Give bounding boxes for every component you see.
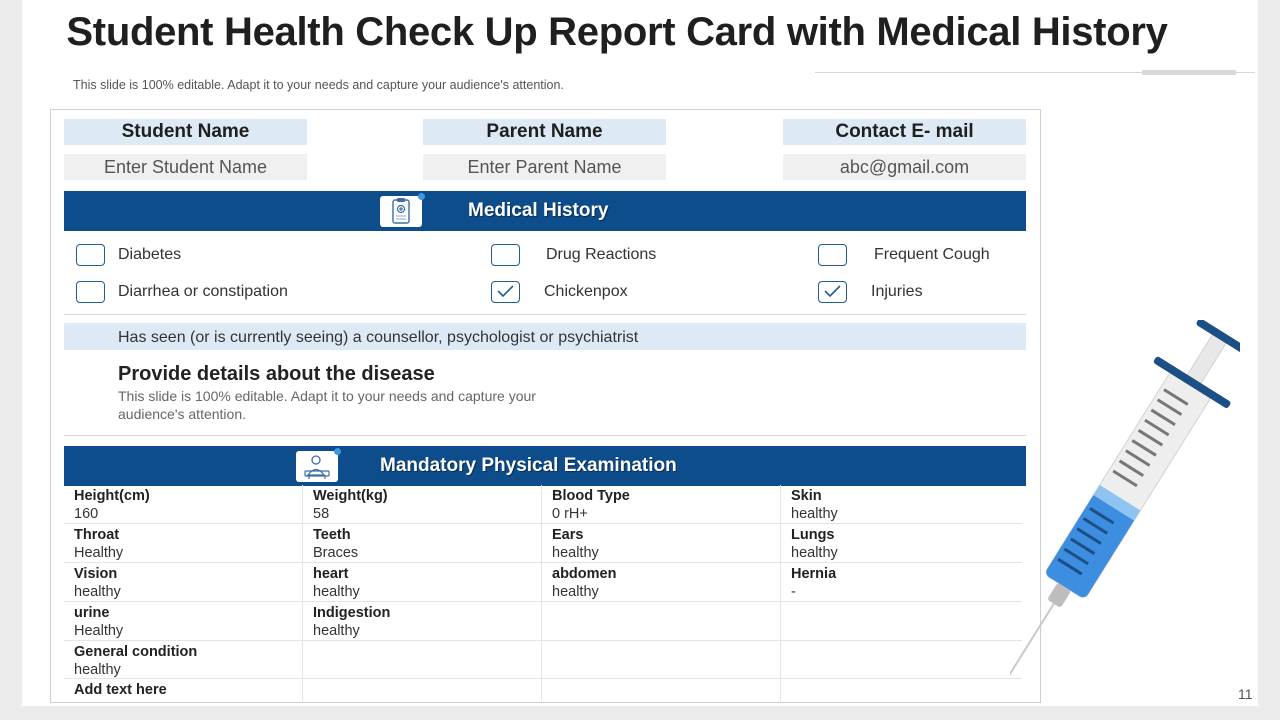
details-title: Provide details about the disease <box>118 363 435 385</box>
parent-name-field[interactable]: Enter Parent Name <box>423 154 666 180</box>
exam-cell[interactable]: Weight(kg) 58 <box>303 485 542 523</box>
physical-exam-title: Mandatory Physical Examination <box>380 455 677 476</box>
exam-cell[interactable]: Height(cm) 160 <box>64 485 303 523</box>
drug-reactions-label: Drug Reactions <box>546 246 657 263</box>
student-name-label: Student Name <box>64 119 307 145</box>
page-subtitle: This slide is 100% editable. Adapt it to… <box>73 78 564 92</box>
medical-history-title: Medical History <box>468 200 609 221</box>
divider-accent <box>1142 70 1236 75</box>
exam-cell[interactable] <box>542 602 781 640</box>
chickenpox-label: Chickenpox <box>544 283 628 300</box>
divider <box>64 314 1026 315</box>
exam-cell[interactable]: Skin healthy <box>791 488 838 522</box>
divider <box>815 72 1255 73</box>
exam-cell[interactable]: Blood Type 0 rH+ <box>542 485 781 523</box>
exam-cell[interactable]: Teeth Braces <box>303 524 542 562</box>
checkmark-icon <box>824 285 841 298</box>
medical-history-header: Medical History <box>64 191 1026 231</box>
exam-cell[interactable]: abdomen healthy <box>542 563 781 601</box>
table-row: General condition healthy <box>64 641 1022 679</box>
exam-cell[interactable] <box>781 602 1020 640</box>
exam-cell[interactable]: urine Healthy <box>64 602 303 640</box>
exam-cell[interactable] <box>303 679 542 701</box>
frequent-cough-checkbox[interactable] <box>818 244 847 266</box>
drug-reactions-checkbox[interactable] <box>491 244 520 266</box>
diabetes-checkbox[interactable] <box>76 244 105 266</box>
exam-cell[interactable] <box>542 641 781 678</box>
exam-cell[interactable]: Hernia - <box>791 566 837 600</box>
exam-cell[interactable] <box>781 641 1020 678</box>
exam-cell[interactable]: Indigestion healthy <box>303 602 542 640</box>
chickenpox-checkbox[interactable] <box>491 281 520 303</box>
table-row: Height(cm) 160 Weight(kg) 58 Blood Type 0 r… <box>64 485 1022 524</box>
doctor-icon <box>296 448 341 482</box>
exam-cell[interactable] <box>781 679 1020 701</box>
exam-cell[interactable]: Throat Healthy <box>64 524 303 562</box>
divider <box>64 435 1026 436</box>
checkmark-icon <box>497 285 514 298</box>
counsellor-row[interactable]: Has seen (or is currently seeing) a coun… <box>64 323 1026 350</box>
table-row: Throat Healthy Teeth Braces Ears healthy Lu… <box>64 524 1022 563</box>
contact-email-field[interactable]: abc@gmail.com <box>783 154 1026 180</box>
diarrhea-label: Diarrhea or constipation <box>118 283 288 300</box>
exam-cell[interactable]: Lungs healthy <box>791 527 838 561</box>
physical-exam-header: Mandatory Physical Examination <box>64 446 1026 486</box>
exam-cell[interactable]: General condition healthy <box>64 641 303 678</box>
page-title: Student Health Check Up Report Card with… <box>66 10 1168 54</box>
exam-cell[interactable] <box>542 679 781 701</box>
exam-cell[interactable] <box>303 641 542 678</box>
clipboard-icon <box>380 193 425 227</box>
exam-cell[interactable]: Vision healthy <box>64 563 303 601</box>
diarrhea-checkbox[interactable] <box>76 281 105 303</box>
page-number: 11 <box>1238 686 1253 702</box>
exam-cell[interactable]: heart healthy <box>303 563 542 601</box>
diabetes-label: Diabetes <box>118 246 182 263</box>
exam-cell[interactable]: Add text here <box>64 679 303 701</box>
syringe-icon <box>1010 320 1240 677</box>
parent-name-label: Parent Name <box>423 119 666 145</box>
injuries-label: Injuries <box>871 283 923 300</box>
table-row: urine Healthy Indigestion healthy <box>64 602 1022 641</box>
exam-cell[interactable]: Ears healthy <box>542 524 781 562</box>
contact-email-label: Contact E- mail <box>783 119 1026 145</box>
table-row: Add text here <box>64 679 1022 701</box>
table-row: Vision healthy heart healthy abdomen health… <box>64 563 1022 602</box>
details-text[interactable]: This slide is 100% editable. Adapt it to… <box>118 388 536 422</box>
injuries-checkbox[interactable] <box>818 281 847 303</box>
student-name-field[interactable]: Enter Student Name <box>64 154 307 180</box>
frequent-cough-label: Frequent Cough <box>874 246 990 263</box>
